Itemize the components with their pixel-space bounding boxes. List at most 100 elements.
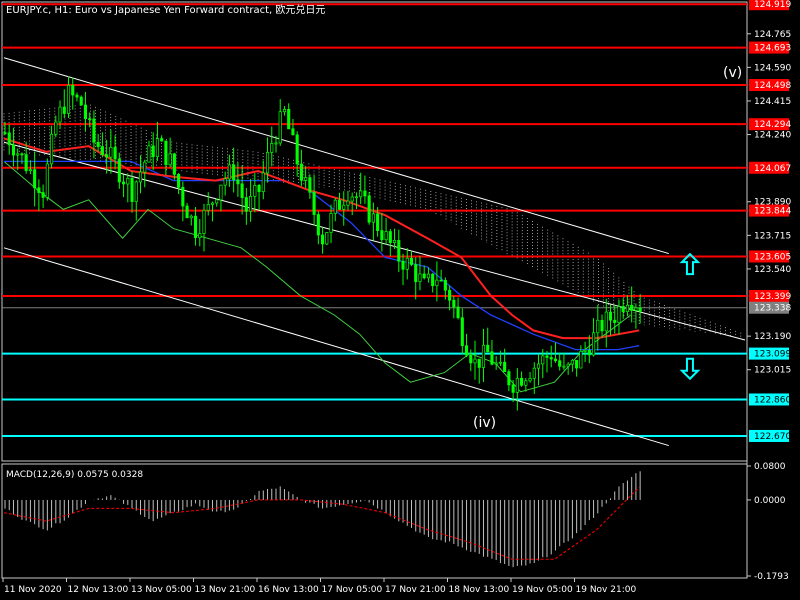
candle-body bbox=[325, 232, 329, 245]
price-tick-label: 123.890 bbox=[754, 198, 791, 208]
wave-v-label: (v) bbox=[723, 65, 742, 81]
candle-body bbox=[596, 319, 600, 334]
candle-body bbox=[507, 371, 511, 386]
candle-body bbox=[198, 233, 202, 238]
support-level-label: 122.670 bbox=[754, 432, 791, 442]
candle-body bbox=[587, 349, 591, 356]
current-price-label: 123.338 bbox=[754, 304, 791, 314]
candle-body bbox=[185, 205, 189, 219]
price-tick-label: 123.015 bbox=[754, 366, 791, 376]
candle-body bbox=[541, 355, 545, 365]
candle-body bbox=[350, 196, 354, 202]
price-tick-label: 123.540 bbox=[754, 265, 791, 275]
candle-body bbox=[600, 319, 604, 332]
macd-tick-label: 0.0800 bbox=[754, 462, 786, 472]
candle-body bbox=[109, 147, 113, 158]
level-labels: 124.919 124.693 124.498 124.294 124.067 123.8… bbox=[749, 0, 791, 442]
candle-body bbox=[401, 260, 405, 270]
resistance-level-label: 124.294 bbox=[754, 120, 791, 130]
candle-body bbox=[215, 199, 219, 204]
candle-body bbox=[634, 307, 638, 311]
candle-body bbox=[168, 153, 172, 166]
candle-body bbox=[536, 363, 541, 369]
candle-body bbox=[155, 138, 159, 157]
candle-body bbox=[92, 118, 96, 143]
channel-line bbox=[3, 247, 669, 447]
candle-body bbox=[88, 118, 92, 121]
candle-body bbox=[558, 360, 562, 367]
time-tick-label: 12 Nov 13:00 bbox=[68, 585, 129, 595]
macd-tick-label: 0.0000 bbox=[754, 496, 786, 506]
candle-body bbox=[164, 140, 168, 166]
candle-body bbox=[477, 358, 481, 368]
time-tick-label: 19 Nov 05:00 bbox=[512, 585, 573, 595]
time-axis: 11 Nov 2020 12 Nov 13:00 13 Nov 05:00 13 No… bbox=[2, 578, 636, 595]
candle-body bbox=[79, 96, 83, 106]
candle-body bbox=[494, 362, 498, 365]
resistance-level-label: 124.067 bbox=[754, 164, 791, 174]
candle-body bbox=[28, 169, 32, 172]
candle-body bbox=[177, 174, 181, 188]
resistance-level-label-bg bbox=[749, 0, 789, 11]
candle-body bbox=[592, 332, 596, 356]
time-tick-label: 11 Nov 2020 bbox=[4, 585, 62, 595]
candle-body bbox=[630, 304, 634, 311]
candle-body bbox=[515, 377, 519, 393]
price-tick-label: 123.715 bbox=[754, 231, 791, 241]
candle-body bbox=[58, 106, 62, 123]
resistance-level-label-bg bbox=[749, 204, 789, 217]
price-tick-label: 124.415 bbox=[754, 97, 791, 107]
candle-body bbox=[117, 158, 121, 183]
candle-body bbox=[448, 289, 452, 301]
signal-arrows bbox=[679, 252, 701, 381]
candle-body bbox=[431, 273, 435, 287]
candle-body bbox=[11, 144, 16, 156]
candle-body bbox=[227, 164, 231, 180]
candle-body bbox=[329, 213, 333, 233]
resistance-level-label: 123.399 bbox=[754, 292, 791, 302]
up-arrow-icon bbox=[679, 252, 701, 276]
candle-body bbox=[333, 199, 337, 214]
macd-signal-line bbox=[3, 486, 640, 560]
time-tick-label: 18 Nov 13:00 bbox=[449, 585, 510, 595]
candle-body bbox=[122, 181, 126, 185]
current-price-label-bg bbox=[749, 301, 789, 314]
lagging-span-line bbox=[3, 161, 632, 393]
candle-body bbox=[426, 273, 430, 279]
macd-tick-label: -0.1793 bbox=[754, 572, 789, 582]
candle-body bbox=[520, 377, 524, 386]
resistance-level-label-bg bbox=[749, 161, 789, 174]
candle-body bbox=[342, 204, 346, 210]
down-arrow-icon bbox=[679, 357, 701, 381]
candle-body bbox=[304, 177, 308, 181]
candle-body bbox=[380, 230, 384, 241]
candle-body bbox=[240, 183, 244, 198]
candle-body bbox=[388, 231, 392, 244]
candle-body bbox=[232, 164, 236, 181]
red-ma-line bbox=[3, 137, 640, 340]
candle-body bbox=[100, 146, 104, 156]
price-candles bbox=[3, 76, 642, 411]
candle-body bbox=[62, 106, 66, 114]
candle-body bbox=[528, 377, 532, 382]
candle-body bbox=[83, 104, 88, 120]
candle-body bbox=[443, 280, 447, 291]
candle-body bbox=[452, 299, 456, 308]
resistance-level-label-bg bbox=[749, 79, 789, 92]
support-level-label-bg bbox=[749, 393, 789, 406]
candle-body bbox=[503, 361, 507, 372]
candle-body bbox=[473, 358, 477, 364]
candle-body bbox=[575, 359, 579, 369]
candle-body bbox=[130, 178, 134, 202]
candle-body bbox=[604, 311, 608, 332]
time-tick-label: 16 Nov 13:00 bbox=[258, 585, 319, 595]
chart-title: EURJPY.c, H1: Euro vs Japanese Yen Forwa… bbox=[6, 3, 325, 16]
support-level-label-bg bbox=[749, 347, 789, 360]
candle-body bbox=[621, 306, 625, 312]
candle-body bbox=[274, 142, 278, 145]
time-tick-label: 17 Nov 05:00 bbox=[322, 585, 383, 595]
candle-body bbox=[562, 365, 566, 368]
candle-body bbox=[439, 279, 443, 282]
candle-body bbox=[456, 306, 460, 319]
